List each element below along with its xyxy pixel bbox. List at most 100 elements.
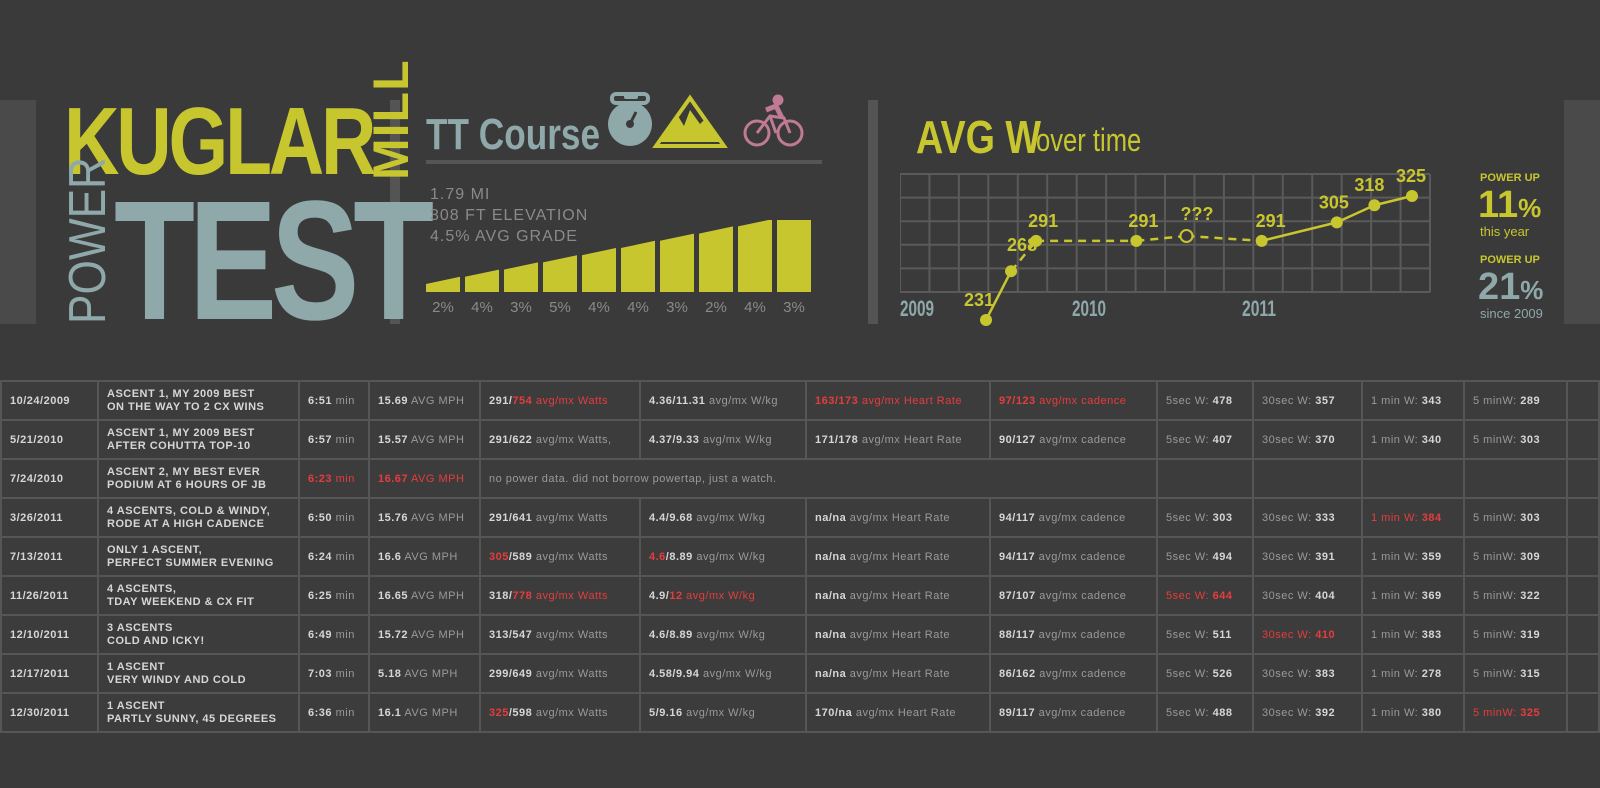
m1-label: 1 min W: xyxy=(1371,628,1422,641)
grade-bar xyxy=(582,248,616,292)
row-wkg: 4.37/9.33 avg/mx W/kg xyxy=(639,419,807,460)
watts-avg: 325 xyxy=(489,706,509,719)
grade-label: 3% xyxy=(666,299,688,316)
row-mph: 5.18 AVG MPH xyxy=(368,653,481,694)
cad-unit: avg/mx cadence xyxy=(1035,433,1127,446)
hr-avg: 163 xyxy=(815,394,835,407)
mph-value: 5.18 xyxy=(378,667,402,680)
chart-subtitle: over time xyxy=(1036,122,1142,158)
row-cad: 90/127 avg/mx cadence xyxy=(989,419,1158,460)
grade-bar xyxy=(465,269,499,292)
cad-unit: avg/mx cadence xyxy=(1035,511,1126,524)
row-description: ASCENT 1, MY 2009 BEST ON THE WAY TO 2 CX… xyxy=(97,380,300,421)
s5-value: 488 xyxy=(1212,706,1233,719)
cad-max: 123 xyxy=(1015,394,1036,407)
hr-max: na xyxy=(838,706,853,719)
logo-test: TEST xyxy=(114,166,434,356)
row-wkg: 4.6/8.89 avg/mx W/kg xyxy=(639,614,807,655)
time-value: 6:24 xyxy=(308,550,333,563)
row-watts: 325/598 avg/mx Watts xyxy=(479,692,641,733)
watts-avg: 305 xyxy=(489,550,509,563)
s30-label: 30sec W: xyxy=(1262,511,1316,524)
row-m1: 1 min W: 380 xyxy=(1361,692,1465,733)
cad-avg: 97 xyxy=(999,394,1013,407)
desc-line-2: AFTER COHUTTA TOP-10 xyxy=(107,439,251,452)
m1-value: 278 xyxy=(1421,667,1442,680)
wkg-max: 8.89 xyxy=(669,550,693,563)
row-m5: 5 minW: 315 xyxy=(1463,653,1568,694)
hr-avg: 171 xyxy=(815,433,835,446)
m5-value: 322 xyxy=(1520,589,1541,602)
cad-unit: avg/mx cadence xyxy=(1035,706,1126,719)
row-mph: 16.6 AVG MPH xyxy=(368,536,481,577)
data-point xyxy=(980,314,992,326)
series-segment xyxy=(1186,234,1262,243)
data-label: 268 xyxy=(1007,235,1037,255)
cad-avg: 87 xyxy=(999,589,1013,602)
hr-max: na xyxy=(832,628,847,641)
wkg-avg: 4.6 xyxy=(649,550,666,563)
row-wkg: 4.6/8.89 avg/mx W/kg xyxy=(639,536,807,577)
cad-unit: avg/mx cadence xyxy=(1035,550,1126,563)
row-m1: 1 min W: 369 xyxy=(1361,575,1465,616)
cad-avg: 94 xyxy=(999,550,1013,563)
wkg-max: 12 xyxy=(669,589,683,602)
grade-bar xyxy=(699,226,733,292)
watts-max: 589 xyxy=(512,550,533,563)
desc-line-2: PODIUM AT 6 HOURS OF JB xyxy=(107,478,267,491)
cad-unit: avg/mx cadence xyxy=(1035,589,1127,602)
row-s30: 30sec W: 333 xyxy=(1252,497,1363,538)
course-title: TT Course xyxy=(426,110,601,159)
row-hr: na/na avg/mx Heart Rate xyxy=(805,614,991,655)
s5-value: 494 xyxy=(1212,550,1233,563)
series-segment xyxy=(1336,204,1375,224)
row-description: 1 ASCENT VERY WINDY AND COLD xyxy=(97,653,300,694)
m1-value: 380 xyxy=(1421,706,1442,719)
s5-label: 5sec W: xyxy=(1166,706,1213,719)
watts-avg: 291 xyxy=(489,433,509,446)
hr-unit: avg/mx Heart Rate xyxy=(846,511,951,524)
powerup-2-label: POWER UP xyxy=(1480,254,1540,266)
data-label: 291 xyxy=(1028,211,1058,231)
hr-avg: 170 xyxy=(815,706,835,719)
s5-value: 526 xyxy=(1212,667,1233,680)
mph-value: 16.1 xyxy=(378,706,402,719)
right-band xyxy=(1564,100,1600,324)
row-mph: 15.57 AVG MPH xyxy=(368,419,481,460)
cad-unit: avg/mx cadence xyxy=(1035,628,1126,641)
row-mph: 15.72 AVG MPH xyxy=(368,614,481,655)
grade-bar xyxy=(660,233,694,292)
row-hr: na/na avg/mx Heart Rate xyxy=(805,653,991,694)
hr-avg: na xyxy=(815,511,829,524)
time-value: 6:50 xyxy=(308,511,333,524)
cyclist-icon xyxy=(743,94,804,147)
time-unit: min xyxy=(332,706,355,719)
m5-value: 315 xyxy=(1520,667,1541,680)
row-watts: 305/589 avg/mx Watts xyxy=(479,536,641,577)
s30-value: 357 xyxy=(1315,394,1336,407)
row-watts: 313/547 avg/mx Watts xyxy=(479,614,641,655)
wkg-unit: avg/mx W/kg xyxy=(699,433,773,446)
m1-label: 1 min W: xyxy=(1371,433,1422,446)
mph-value: 15.72 xyxy=(378,628,409,641)
hr-max: 173 xyxy=(838,394,859,407)
time-unit: min xyxy=(332,394,355,407)
row-wkg: 4.9/12 avg/mx W/kg xyxy=(639,575,807,616)
logo-power: POWER xyxy=(59,157,117,324)
s30-label: 30sec W: xyxy=(1262,589,1316,602)
x-tick-label: 2009 xyxy=(900,296,934,321)
m5-value: 303 xyxy=(1520,511,1541,524)
time-unit: min xyxy=(332,628,355,641)
mph-value: 16.6 xyxy=(378,550,402,563)
cad-max: 117 xyxy=(1015,706,1036,719)
watts-avg: 299 xyxy=(489,667,509,680)
desc-line-2: TDAY WEEKEND & CX FIT xyxy=(107,595,255,608)
s5-label: 5sec W: xyxy=(1166,394,1213,407)
data-point xyxy=(1030,234,1043,247)
mph-value: 16.67 xyxy=(378,472,409,485)
row-s30: 30sec W: 370 xyxy=(1252,419,1363,460)
data-label: 325 xyxy=(1396,166,1426,186)
s5-label: 5sec W: xyxy=(1166,628,1213,641)
grade-label: 4% xyxy=(471,299,493,316)
